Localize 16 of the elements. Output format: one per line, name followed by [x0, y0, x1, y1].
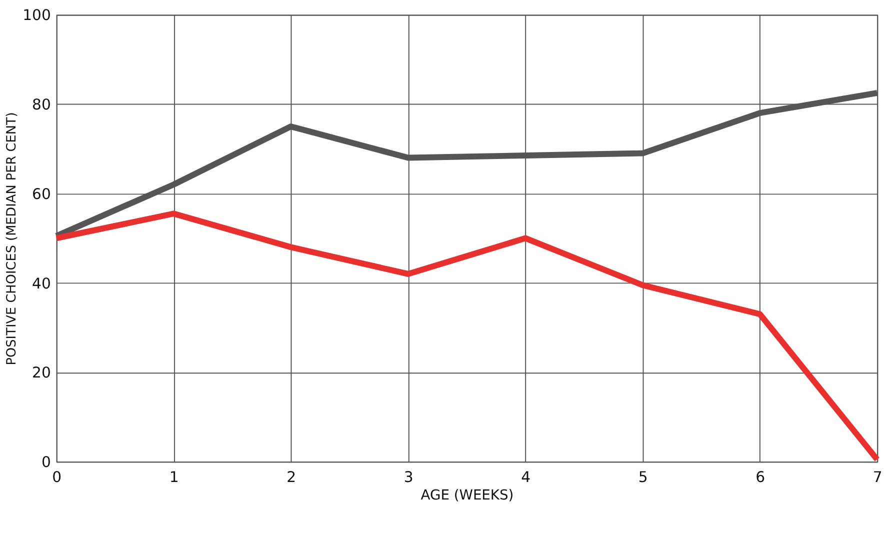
y-tick-label: 60 — [32, 186, 51, 203]
y-tick-label: 20 — [32, 364, 51, 382]
x-tick-label: 2 — [286, 468, 296, 486]
y-tick-label: 0 — [41, 454, 51, 472]
x-tick-label: 3 — [404, 468, 414, 486]
x-tick-label: 0 — [52, 468, 62, 486]
x-axis-title: AGE (WEEKS) — [420, 488, 514, 504]
y-axis-title: POSITIVE CHOICES (MEDIAN PER CENT) — [4, 112, 20, 366]
y-tick-label: 100 — [22, 7, 51, 24]
x-tick-label: 5 — [638, 468, 648, 486]
y-tick-label: 40 — [32, 275, 51, 292]
x-tick-label: 6 — [756, 468, 766, 486]
y-tick-label: 80 — [32, 96, 51, 114]
x-tick-label: 1 — [169, 468, 179, 486]
x-tick-label: 4 — [521, 468, 531, 486]
x-tick-label: 7 — [872, 468, 882, 486]
